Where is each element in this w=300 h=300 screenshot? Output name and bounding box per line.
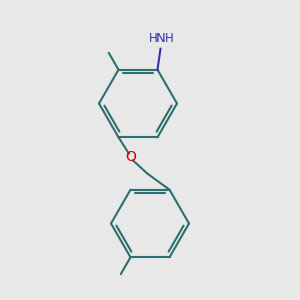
Text: H: H	[148, 32, 158, 45]
Text: N: N	[156, 32, 165, 44]
Text: H: H	[164, 32, 173, 45]
Text: O: O	[125, 150, 136, 164]
